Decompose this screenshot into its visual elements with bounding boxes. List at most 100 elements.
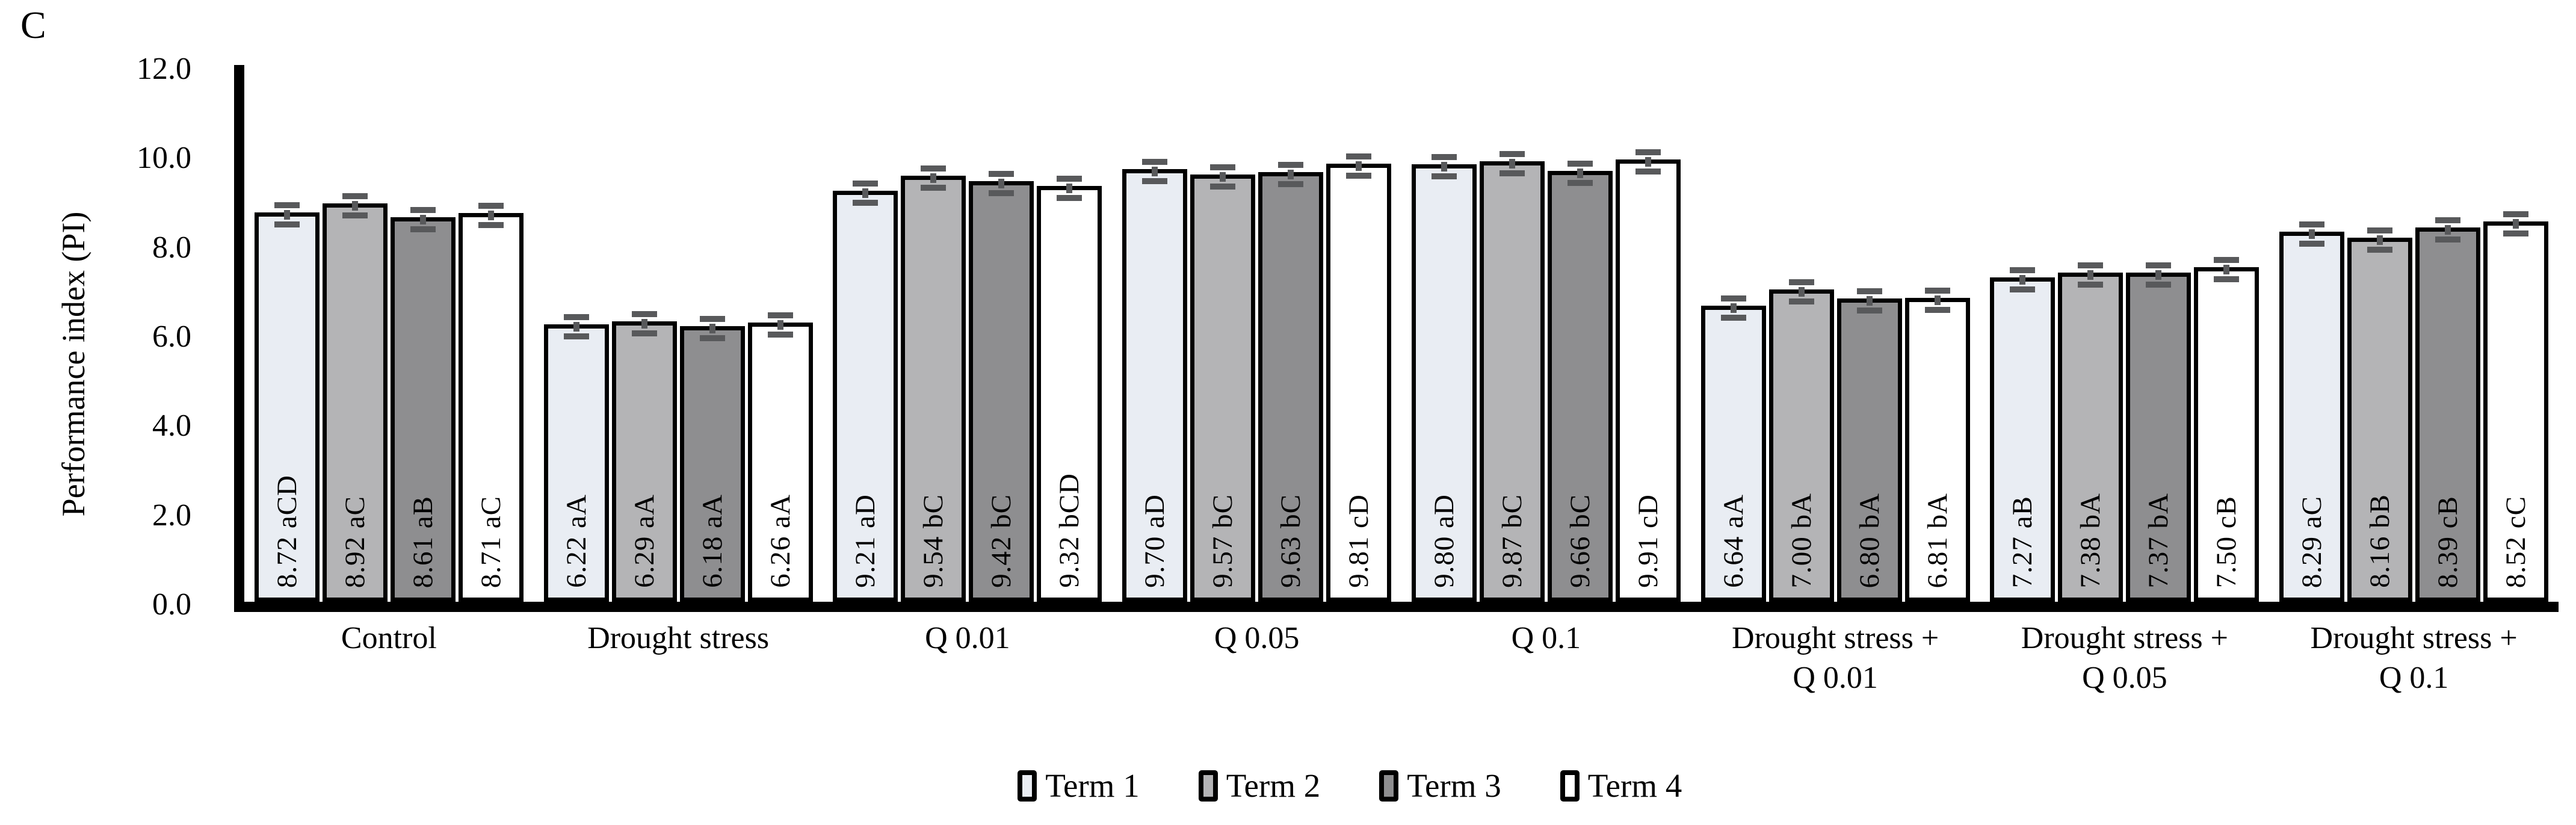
x-tick-label: Drought stress [587, 621, 770, 655]
bar-group: 6.64 aA 7.00 bA 6.80 bA 6.81 bA [1691, 66, 1980, 602]
bar-value-label: 9.70 aD [1139, 494, 1171, 588]
error-bar [1567, 160, 1593, 186]
error-bar [1142, 158, 1168, 184]
y-tick-label: 8.0 [152, 230, 191, 265]
error-bar [1278, 161, 1304, 187]
legend-label: Term 3 [1407, 767, 1501, 804]
error-bar [767, 312, 793, 338]
error-bar [631, 311, 657, 336]
error-bar [2214, 256, 2240, 282]
bar: 9.32 bCD [1037, 175, 1102, 602]
bar: 8.16 bB [2347, 227, 2413, 602]
error-bar [1057, 175, 1083, 201]
x-tick-label: Control [341, 621, 437, 655]
bar-group: 6.22 aA 6.29 aA 6.18 aA 6.26 aA [534, 66, 823, 602]
bar-value-label: 9.54 bC [918, 494, 950, 588]
bar-value-label: 7.38 bA [2075, 492, 2107, 588]
error-bar [1210, 164, 1236, 190]
error-bar [478, 203, 504, 229]
y-tick-label: 12.0 [137, 52, 191, 86]
bar-value-label: 6.80 bA [1853, 492, 1885, 588]
error-bar [2503, 211, 2529, 237]
legend-item: Term 2 [1198, 769, 1320, 802]
bar: 6.80 bA [1836, 288, 1902, 602]
legend: Term 1 Term 2 Term 3 Term 4 [1018, 769, 1682, 802]
bar-value-label: 8.72 aCD [271, 474, 303, 588]
bar-value-label: 6.18 aA [696, 494, 728, 588]
bar: 9.42 bC [969, 171, 1034, 602]
error-bar [2010, 267, 2036, 292]
legend-swatch [1018, 770, 1037, 802]
y-tick-label: 4.0 [152, 409, 191, 443]
bar-value-label: 9.21 aD [850, 494, 882, 588]
bar-value-label: 7.37 bA [2143, 492, 2175, 588]
bar: 9.80 aD [1411, 154, 1477, 602]
bar: 9.87 bC [1479, 150, 1545, 602]
bar-value-label: 6.29 aA [628, 494, 660, 588]
bar-value-label: 6.26 aA [764, 494, 796, 588]
error-bar [989, 171, 1015, 197]
bar: 6.29 aA [611, 311, 677, 602]
legend-label: Term 1 [1045, 767, 1140, 804]
bar: 9.63 bC [1258, 161, 1324, 602]
error-bar [1924, 287, 1950, 313]
bar-value-label: 8.29 aC [2296, 495, 2328, 588]
bar: 8.61 aB [390, 207, 456, 602]
bar-value-label: 6.64 aA [1717, 494, 1749, 588]
error-bar [699, 315, 725, 341]
bar: 8.92 aC [322, 193, 388, 602]
bar: 9.70 aD [1122, 158, 1188, 602]
bar-value-label: 8.52 cC [2500, 495, 2532, 588]
bar: 7.27 aB [1990, 267, 2056, 602]
error-bar [410, 207, 436, 233]
x-axis-labels: Control Drought stress Q 0.01 Q 0.05 Q 0.1 Dr… [244, 619, 2559, 698]
x-tick-label: Q 0.1 [1511, 621, 1581, 655]
bar-value-label: 7.00 bA [1785, 492, 1817, 588]
bar: 8.52 cC [2483, 211, 2549, 602]
bar: 6.18 aA [679, 315, 745, 602]
legend-swatch [1198, 770, 1218, 802]
bar: 9.66 bC [1547, 160, 1613, 602]
error-bar [1635, 149, 1661, 175]
x-tick-label: Q 0.01 [925, 621, 1010, 655]
bar: 8.39 cB [2415, 217, 2481, 602]
bar-value-label: 9.81 cD [1343, 494, 1375, 588]
legend-swatch [1379, 770, 1399, 802]
bar-value-label: 9.91 cD [1632, 494, 1664, 588]
error-bar [2367, 227, 2393, 253]
bar-value-label: 9.66 bC [1564, 494, 1596, 588]
y-tick-label: 0.0 [152, 587, 191, 622]
plot-area: 8.72 aCD 8.92 aC 8.61 aB 8.71 aC 6.22 aA 6.29… [244, 66, 2559, 602]
bar-value-label: 7.27 aB [2007, 495, 2039, 588]
bar-value-label: 9.87 bC [1496, 494, 1528, 588]
bar: 8.72 aCD [254, 202, 320, 602]
y-tick-label: 6.0 [152, 320, 191, 354]
bar-value-label: 8.16 bB [2364, 494, 2396, 588]
bar-value-label: 8.61 aB [407, 495, 439, 588]
error-bar [1788, 279, 1814, 304]
bar: 6.64 aA [1700, 295, 1766, 602]
bar-value-label: 9.57 bC [1207, 494, 1239, 588]
error-bar [921, 165, 947, 191]
bar: 7.00 bA [1768, 279, 1834, 602]
y-axis-ticks: 0.0 2.0 4.0 6.0 8.0 10.0 12.0 [0, 0, 191, 825]
bar-value-label: 9.32 bCD [1054, 473, 1086, 588]
error-bar [1499, 150, 1525, 176]
bar-group: 9.70 aD 9.57 bC 9.63 bC 9.81 cD [1112, 66, 1401, 602]
bar-group: 9.80 aD 9.87 bC 9.66 bC 9.91 cD [1401, 66, 1691, 602]
bar-value-label: 8.71 aC [475, 495, 507, 588]
legend-swatch [1560, 770, 1580, 802]
x-axis-line [234, 602, 2559, 612]
bar-value-label: 6.81 bA [1921, 492, 1953, 588]
bar-group: 7.27 aB 7.38 bA 7.37 bA 7.50 cB [1980, 66, 2270, 602]
bar: 9.21 aD [833, 180, 898, 602]
x-tick-label: Q 0.05 [1214, 621, 1300, 655]
error-bar [563, 314, 589, 339]
bar: 9.91 cD [1615, 149, 1681, 602]
bar: 9.57 bC [1190, 164, 1256, 602]
error-bar [1431, 154, 1457, 180]
y-axis-line [234, 65, 244, 612]
bar-value-label: 9.42 bC [986, 494, 1018, 588]
error-bar [2435, 217, 2461, 243]
error-bar [2299, 221, 2325, 247]
